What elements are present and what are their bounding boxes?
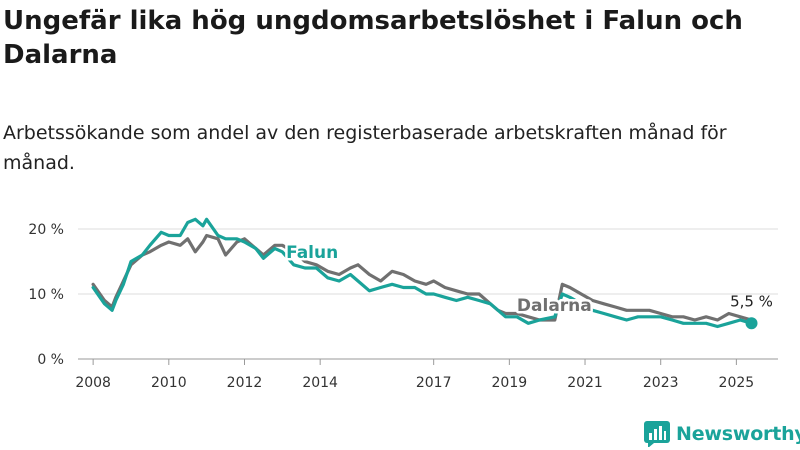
end-value-label: 5,5 % — [730, 292, 773, 310]
end-point-marker — [745, 317, 758, 330]
series-line-dalarna — [91, 233, 754, 322]
x-tick-label: 2017 — [416, 375, 452, 391]
y-tick-label: 0 % — [37, 352, 64, 368]
x-tick-label: 2019 — [492, 375, 528, 391]
series-line-falun — [91, 217, 754, 329]
x-tick-label: 2023 — [643, 375, 679, 391]
series-label-dalarna: Dalarna — [517, 296, 592, 316]
series-label-falun: Falun — [286, 243, 338, 263]
y-tick-label: 10 % — [28, 287, 64, 303]
axis-layer: 0 % 10 % 20 % 2008 2010 2012 2014 2017 2019 2021 2… — [28, 222, 754, 391]
x-tick-label: 2008 — [75, 375, 111, 391]
newsworthy-brand[interactable]: Newsworthy — [644, 419, 800, 449]
brand-name: Newsworthy — [676, 423, 800, 445]
series-label-halo: Falun — [286, 243, 338, 263]
series-layer — [91, 217, 754, 329]
bar-chart-logo-icon — [644, 421, 670, 447]
x-tick-label: 2012 — [227, 375, 263, 391]
x-tick-label: 2010 — [151, 375, 187, 391]
chart-subtitle: Arbetssökande som andel av den registerb… — [3, 122, 727, 174]
x-tick-label: 2021 — [567, 375, 603, 391]
chart-title: Ungefär lika hög ungdomsarbetslöshet i F… — [3, 6, 743, 70]
series-label-halo: Dalarna — [517, 296, 592, 316]
x-tick-label: 2014 — [302, 375, 338, 391]
y-tick-label: 20 % — [28, 222, 64, 238]
x-tick-label: 2025 — [719, 375, 755, 391]
